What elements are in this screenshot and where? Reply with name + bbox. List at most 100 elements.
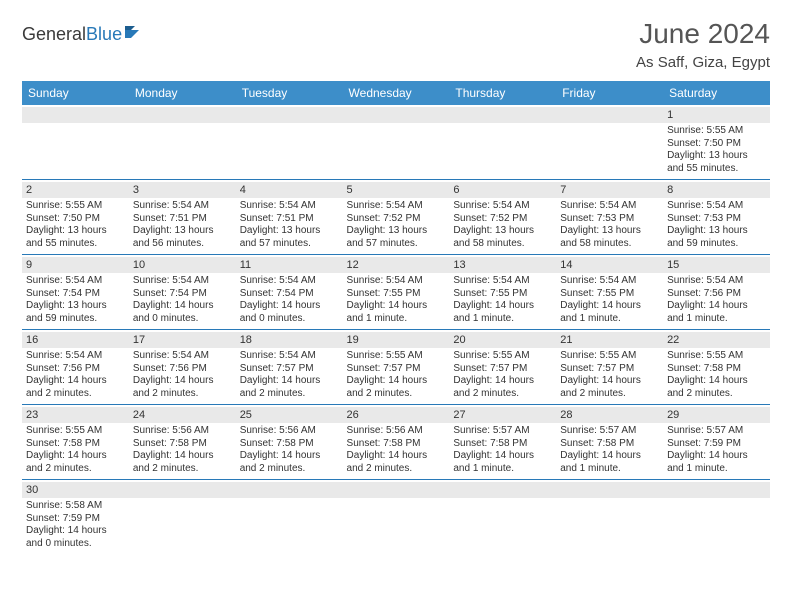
daylight-line: Daylight: 14 hours and 1 minute. [667,450,766,475]
logo-text-2: Blue [86,24,122,45]
day-number: 4 [236,182,343,198]
sunrise-line: Sunrise: 5:54 AM [453,275,552,288]
sunrise-line: Sunrise: 5:54 AM [26,275,125,288]
sunrise-line: Sunrise: 5:54 AM [453,200,552,213]
daylight-line: Daylight: 14 hours and 1 minute. [560,300,659,325]
day-number: 7 [556,182,663,198]
title-block: June 2024 As Saff, Giza, Egypt [636,18,770,71]
day-number: 21 [556,332,663,348]
calendar-week-row: 1Sunrise: 5:55 AMSunset: 7:50 PMDaylight… [22,105,770,180]
calendar-cell: 30Sunrise: 5:58 AMSunset: 7:59 PMDayligh… [22,480,129,555]
day-number: 13 [449,257,556,273]
sunrise-line: Sunrise: 5:57 AM [667,425,766,438]
calendar-cell: 29Sunrise: 5:57 AMSunset: 7:59 PMDayligh… [663,405,770,480]
day-number: 26 [343,407,450,423]
calendar-cell [556,105,663,180]
daylight-line: Daylight: 14 hours and 2 minutes. [453,375,552,400]
daylight-line: Daylight: 13 hours and 57 minutes. [240,225,339,250]
daylight-line: Daylight: 14 hours and 1 minute. [347,300,446,325]
day-number-empty [343,482,450,498]
calendar-cell: 11Sunrise: 5:54 AMSunset: 7:54 PMDayligh… [236,255,343,330]
sunrise-line: Sunrise: 5:54 AM [347,200,446,213]
daylight-line: Daylight: 14 hours and 2 minutes. [133,375,232,400]
day-number: 20 [449,332,556,348]
sunrise-line: Sunrise: 5:54 AM [667,200,766,213]
daylight-line: Daylight: 13 hours and 58 minutes. [453,225,552,250]
day-number: 11 [236,257,343,273]
location: As Saff, Giza, Egypt [636,54,770,71]
calendar-cell: 24Sunrise: 5:56 AMSunset: 7:58 PMDayligh… [129,405,236,480]
weekday-header-row: Sunday Monday Tuesday Wednesday Thursday… [22,81,770,105]
calendar-cell [129,480,236,555]
calendar-cell: 20Sunrise: 5:55 AMSunset: 7:57 PMDayligh… [449,330,556,405]
sunset-line: Sunset: 7:50 PM [667,138,766,151]
day-number: 18 [236,332,343,348]
daylight-line: Daylight: 14 hours and 2 minutes. [26,375,125,400]
calendar-cell: 18Sunrise: 5:54 AMSunset: 7:57 PMDayligh… [236,330,343,405]
sunrise-line: Sunrise: 5:55 AM [26,200,125,213]
calendar-cell [663,480,770,555]
day-number-empty [129,107,236,123]
calendar-cell: 27Sunrise: 5:57 AMSunset: 7:58 PMDayligh… [449,405,556,480]
flag-icon [125,24,145,45]
sunset-line: Sunset: 7:58 PM [240,438,339,451]
calendar-cell [129,105,236,180]
daylight-line: Daylight: 14 hours and 2 minutes. [667,375,766,400]
daylight-line: Daylight: 14 hours and 1 minute. [560,450,659,475]
calendar-cell: 3Sunrise: 5:54 AMSunset: 7:51 PMDaylight… [129,180,236,255]
daylight-line: Daylight: 14 hours and 0 minutes. [240,300,339,325]
day-number: 1 [663,107,770,123]
calendar-week-row: 9Sunrise: 5:54 AMSunset: 7:54 PMDaylight… [22,255,770,330]
sunrise-line: Sunrise: 5:54 AM [667,275,766,288]
daylight-line: Daylight: 14 hours and 0 minutes. [133,300,232,325]
day-number: 24 [129,407,236,423]
calendar-cell: 10 Sunrise: 5:54 AMSunset: 7:54 PMDayligh… [129,255,236,330]
calendar-cell: 25Sunrise: 5:56 AMSunset: 7:58 PMDayligh… [236,405,343,480]
calendar-cell: 28Sunrise: 5:57 AMSunset: 7:58 PMDayligh… [556,405,663,480]
day-number: 10 [129,257,236,273]
calendar-cell: 23Sunrise: 5:55 AMSunset: 7:58 PMDayligh… [22,405,129,480]
calendar-cell [449,105,556,180]
calendar-week-row: 16Sunrise: 5:54 AMSunset: 7:56 PMDayligh… [22,330,770,405]
sunset-line: Sunset: 7:56 PM [667,288,766,301]
calendar-cell: 17Sunrise: 5:54 AMSunset: 7:56 PMDayligh… [129,330,236,405]
sunrise-line: Sunrise: 5:54 AM [133,275,232,288]
day-number: 30 [22,482,129,498]
calendar-cell [236,105,343,180]
daylight-line: Daylight: 14 hours and 2 minutes. [26,450,125,475]
sunrise-line: Sunrise: 5:58 AM [26,500,125,513]
day-number-empty [236,107,343,123]
sunset-line: Sunset: 7:54 PM [240,288,339,301]
sunset-line: Sunset: 7:58 PM [347,438,446,451]
sunrise-line: Sunrise: 5:55 AM [347,350,446,363]
sunset-line: Sunset: 7:51 PM [240,213,339,226]
day-number: 15 [663,257,770,273]
calendar-cell [449,480,556,555]
header: GeneralBlue June 2024 As Saff, Giza, Egy… [22,18,770,71]
sunset-line: Sunset: 7:55 PM [347,288,446,301]
sunset-line: Sunset: 7:53 PM [560,213,659,226]
sunset-line: Sunset: 7:57 PM [560,363,659,376]
daylight-line: Daylight: 13 hours and 55 minutes. [667,150,766,175]
sunset-line: Sunset: 7:59 PM [26,513,125,526]
calendar-week-row: 23Sunrise: 5:55 AMSunset: 7:58 PMDayligh… [22,405,770,480]
calendar-cell: 19Sunrise: 5:55 AMSunset: 7:57 PMDayligh… [343,330,450,405]
day-number: 19 [343,332,450,348]
sunset-line: Sunset: 7:58 PM [453,438,552,451]
sunrise-line: Sunrise: 5:54 AM [133,200,232,213]
day-number: 2 [22,182,129,198]
calendar-cell [343,105,450,180]
sunset-line: Sunset: 7:54 PM [133,288,232,301]
day-number: 25 [236,407,343,423]
calendar-cell: 4Sunrise: 5:54 AMSunset: 7:51 PMDaylight… [236,180,343,255]
daylight-line: Daylight: 14 hours and 2 minutes. [347,375,446,400]
day-number-empty [129,482,236,498]
sunset-line: Sunset: 7:58 PM [667,363,766,376]
calendar: Sunday Monday Tuesday Wednesday Thursday… [22,81,770,554]
calendar-cell [343,480,450,555]
sunset-line: Sunset: 7:52 PM [453,213,552,226]
daylight-line: Daylight: 14 hours and 1 minute. [453,300,552,325]
calendar-cell: 21Sunrise: 5:55 AMSunset: 7:57 PMDayligh… [556,330,663,405]
daylight-line: Daylight: 14 hours and 2 minutes. [560,375,659,400]
calendar-cell: 14Sunrise: 5:54 AMSunset: 7:55 PMDayligh… [556,255,663,330]
